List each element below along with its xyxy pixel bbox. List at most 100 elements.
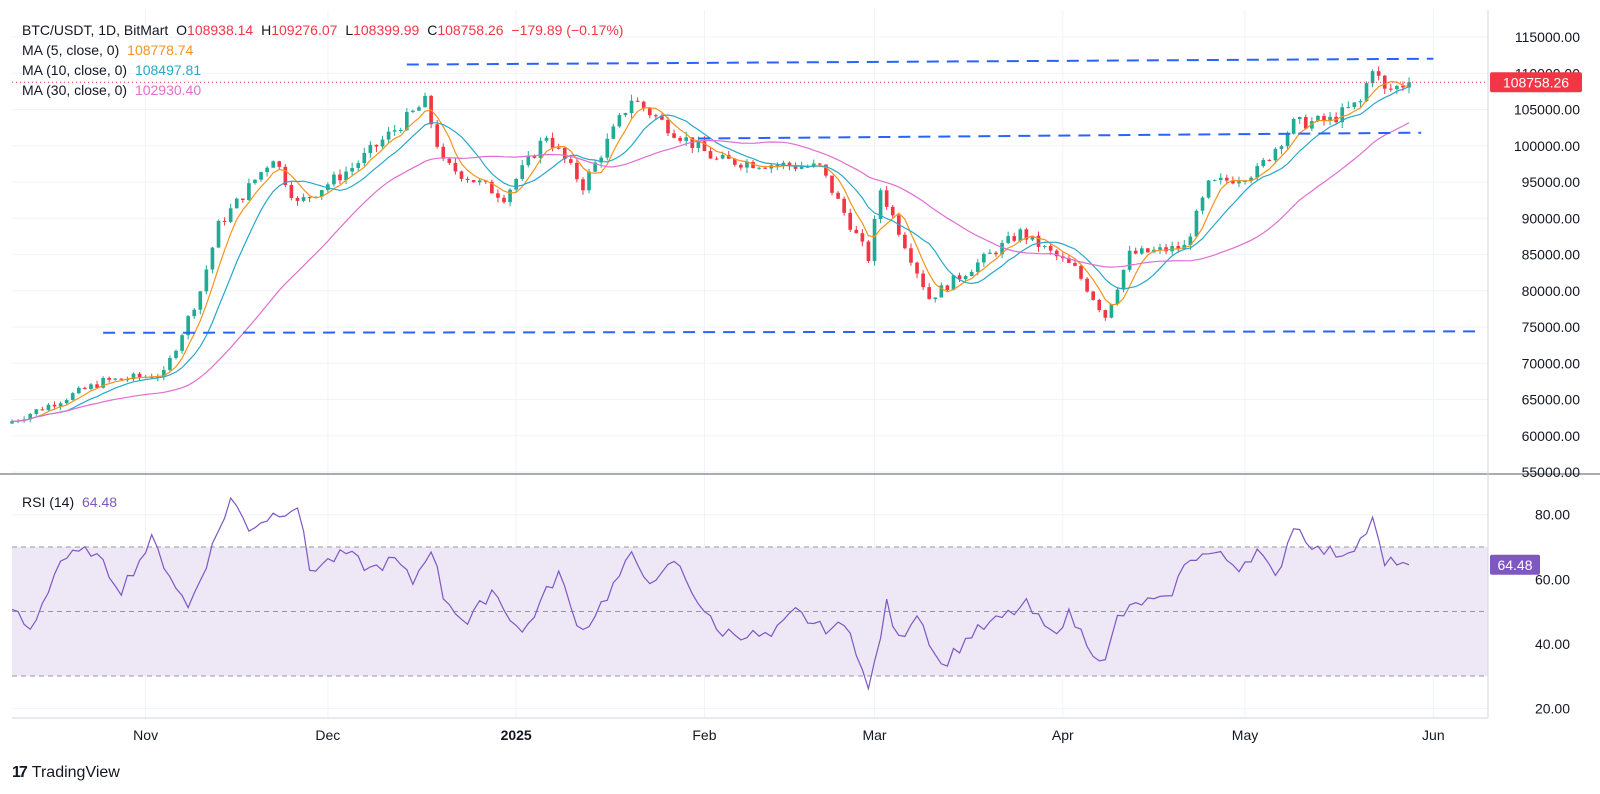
candle-body	[119, 378, 124, 380]
candle-body	[951, 275, 956, 291]
price-tick-label: 65000.00	[1522, 392, 1581, 408]
symbol-title: BTC/USDT, 1D, BitMart	[22, 22, 169, 38]
rsi-path	[11, 496, 1410, 692]
candle-body	[1012, 236, 1017, 241]
candle-body	[1200, 197, 1205, 211]
candle-body	[253, 179, 257, 184]
candle-body	[1291, 118, 1296, 134]
candle-body	[1303, 117, 1308, 129]
candle-body	[739, 164, 743, 168]
candle-body	[751, 161, 755, 169]
candle-body	[720, 154, 725, 159]
candle-body	[1297, 117, 1302, 119]
candle-body	[1261, 159, 1266, 167]
candle-body	[34, 409, 39, 415]
rsi-tick-label: 80.00	[1535, 507, 1570, 523]
price-tick-label: 70000.00	[1522, 355, 1581, 371]
candle-body	[818, 163, 822, 165]
candle-body	[1103, 310, 1108, 318]
candle-body	[732, 158, 737, 165]
candle-body	[1194, 210, 1199, 237]
candle-body	[963, 276, 968, 280]
candle-body	[666, 119, 670, 134]
candle-body	[933, 297, 938, 300]
trendline	[698, 131, 1422, 140]
candle-body	[848, 212, 853, 230]
ohlc-change: −179.89 (−0.17%)	[511, 22, 624, 38]
price-tick-label: 75000.00	[1522, 319, 1581, 335]
candle-body	[1206, 180, 1211, 198]
candle-body	[824, 164, 828, 176]
candle-body	[696, 141, 701, 149]
candle-body	[994, 252, 998, 255]
candle-body	[672, 133, 676, 138]
candle-body	[490, 181, 494, 194]
candle-body	[471, 180, 476, 183]
candle-body	[1358, 101, 1363, 103]
rsi-tick-label: 40.00	[1535, 636, 1570, 652]
candle-body	[76, 387, 81, 394]
candle-body	[520, 165, 525, 179]
candle-body	[101, 377, 105, 388]
time-tick-label: Dec	[315, 727, 340, 743]
rsi-band	[12, 546, 1488, 677]
candle-body	[811, 163, 816, 167]
candle-body	[939, 285, 944, 298]
candle-body	[538, 140, 543, 158]
candle-body	[271, 161, 276, 168]
ma30-legend[interactable]: MA (30, close, 0) 102930.40	[22, 82, 205, 98]
time-tick-label: Mar	[862, 727, 886, 743]
candle-body	[915, 262, 919, 274]
candle-body	[89, 384, 93, 389]
candle-body	[526, 155, 531, 166]
rsi-legend[interactable]: RSI (14) 64.48	[22, 494, 121, 510]
ma5-line	[11, 80, 1410, 422]
candle-body	[781, 162, 786, 166]
candle-body	[465, 178, 470, 181]
ma30-label: MA (30, close, 0)	[22, 82, 128, 98]
candle-body	[1395, 85, 1399, 90]
candle-body	[544, 137, 549, 141]
candle-body	[623, 113, 628, 116]
candle-body	[131, 373, 136, 380]
candle-body	[1237, 181, 1241, 184]
symbol-legend[interactable]: BTC/USDT, 1D, BitMart O108938.14 H109276…	[22, 22, 627, 38]
candle-body	[799, 166, 804, 169]
candle-body	[1127, 250, 1132, 270]
candle-body	[392, 130, 397, 132]
candle-body	[307, 197, 312, 199]
last-price-badge	[1490, 72, 1582, 93]
rsi-tick-label: 20.00	[1535, 700, 1570, 716]
candle-body	[1243, 180, 1247, 182]
ma5-legend[interactable]: MA (5, close, 0) 108778.74	[22, 42, 197, 58]
candle-body	[969, 271, 974, 277]
candle-body	[1176, 246, 1181, 250]
candle-body	[1352, 102, 1357, 108]
tradingview-branding[interactable]: 17 TradingView	[12, 764, 120, 782]
candle-body	[1224, 177, 1229, 181]
candle-body	[423, 95, 427, 108]
candle-body	[1310, 121, 1314, 129]
candle-body	[210, 247, 215, 270]
candle-body	[1054, 250, 1059, 257]
candle-body	[162, 369, 166, 377]
candle-body	[435, 124, 440, 147]
candle-body	[927, 287, 932, 300]
price-tick-label: 95000.00	[1522, 174, 1581, 190]
candle-body	[186, 316, 190, 336]
candle-body	[447, 158, 452, 163]
ma10-legend[interactable]: MA (10, close, 0) 108497.81	[22, 62, 205, 78]
price-tick-label: 85000.00	[1522, 247, 1581, 263]
rsi-value: 64.48	[82, 494, 118, 510]
candle-body	[332, 174, 336, 185]
rsi-value-badge-text: 64.48	[1497, 557, 1532, 573]
candle-body	[368, 144, 373, 153]
candle-body	[884, 190, 889, 207]
candle-body	[599, 157, 604, 163]
ma30-value: 102930.40	[134, 82, 202, 98]
candle-body	[641, 101, 646, 109]
candle-body	[1340, 107, 1345, 123]
candle-body	[793, 165, 798, 169]
candle-body	[362, 152, 367, 164]
